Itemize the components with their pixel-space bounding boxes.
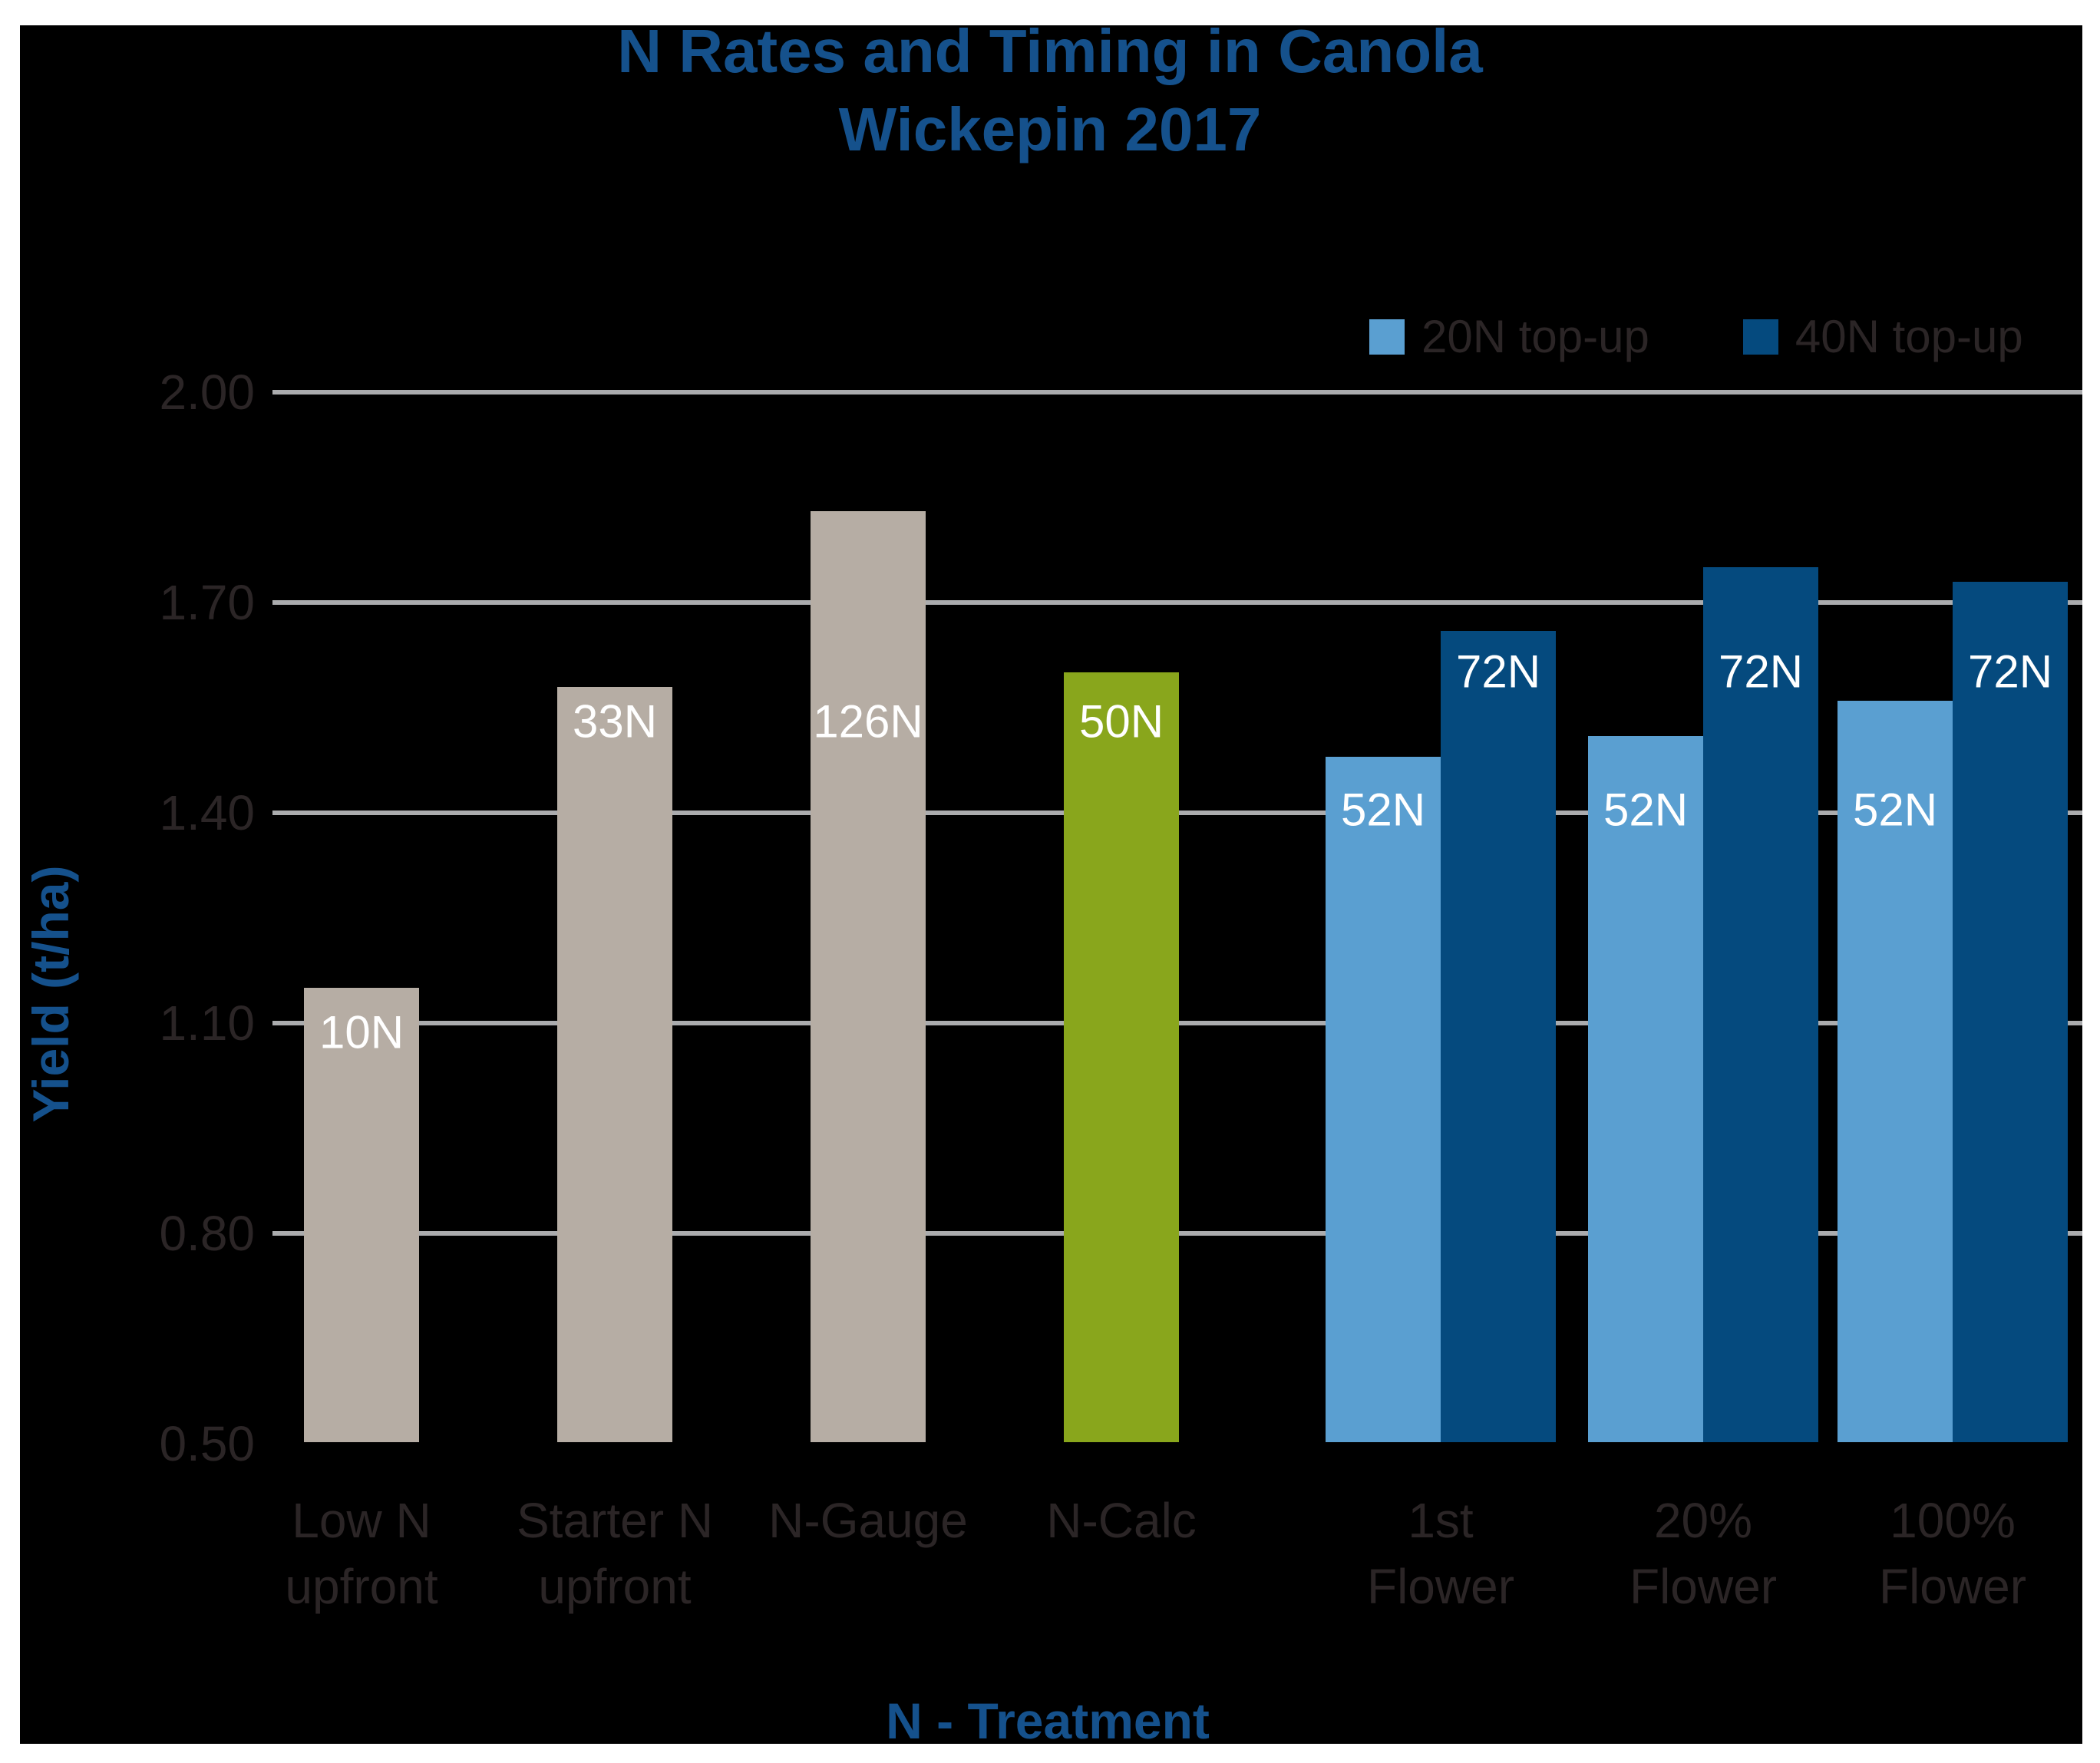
legend-item-1: 40N top-up bbox=[1742, 310, 2023, 363]
legend-label-1: 40N top-up bbox=[1795, 311, 2023, 362]
y-tick-label-1: 1.70 bbox=[159, 575, 255, 630]
gridline-2.00 bbox=[272, 390, 2082, 395]
bar-1st-flower-72N bbox=[1441, 631, 1556, 1442]
gridline-1.70 bbox=[272, 600, 2082, 605]
bar-value-label-72N: 72N bbox=[1967, 645, 2053, 698]
y-tick-label-2: 1.40 bbox=[159, 785, 255, 840]
chart-title: N Rates and Timing in Canola bbox=[617, 17, 1483, 85]
bar-20%-flower-72N bbox=[1703, 567, 1818, 1442]
category-label-line: 20% bbox=[1653, 1493, 1753, 1548]
bar-20%-flower-52N bbox=[1588, 736, 1703, 1442]
bar-value-label-72N: 72N bbox=[1455, 645, 1541, 698]
y-tick-label-5: 0.50 bbox=[159, 1416, 255, 1471]
category-label-0: Low N upfront bbox=[200, 1487, 523, 1619]
category-label-5: 20% Flower bbox=[1542, 1487, 1864, 1619]
bar-value-label-10N: 10N bbox=[319, 1006, 404, 1058]
category-label-line: upfront bbox=[285, 1559, 438, 1614]
bar-value-label-72N: 72N bbox=[1718, 645, 1804, 698]
category-label-3: N-Calc bbox=[960, 1487, 1283, 1553]
bar-n-gauge-126N bbox=[811, 511, 926, 1442]
category-label-2: N-Gauge bbox=[707, 1487, 1029, 1553]
category-label-4: 1st Flower bbox=[1279, 1487, 1602, 1619]
legend: 20N top-up 40N top-up bbox=[1369, 310, 2023, 363]
y-axis-title: Yield (t/ha) bbox=[22, 865, 79, 1123]
category-label-line: 100% bbox=[1890, 1493, 2016, 1548]
category-label-line: Starter N bbox=[516, 1493, 714, 1548]
legend-item-0: 20N top-up bbox=[1369, 310, 1649, 363]
category-label-6: 100% Flower bbox=[1791, 1487, 2100, 1619]
bar-100%-flower-52N bbox=[1838, 701, 1953, 1442]
y-tick-label-4: 0.80 bbox=[159, 1206, 255, 1261]
legend-swatch-1 bbox=[1742, 319, 1778, 355]
chart-subtitle: Wickepin 2017 bbox=[838, 95, 1262, 163]
bar-starter n-upfront-33N bbox=[557, 687, 672, 1442]
bar-value-label-50N: 50N bbox=[1078, 695, 1164, 748]
bar-low n-upfront-10N bbox=[304, 988, 419, 1442]
bar-1st-flower-52N bbox=[1326, 757, 1441, 1442]
y-tick-label-3: 1.10 bbox=[159, 995, 255, 1051]
category-label-line: N-Gauge bbox=[768, 1493, 968, 1548]
category-label-line: Flower bbox=[1629, 1559, 1778, 1614]
bar-value-label-52N: 52N bbox=[1852, 784, 1938, 836]
y-tick-label-0: 2.00 bbox=[159, 365, 255, 420]
bar-value-label-52N: 52N bbox=[1603, 784, 1689, 836]
category-label-line: upfront bbox=[538, 1559, 692, 1614]
bar-100%-flower-72N bbox=[1953, 582, 2068, 1442]
category-label-line: 1st bbox=[1408, 1493, 1474, 1548]
x-axis-title: N - Treatment bbox=[886, 1692, 1210, 1749]
bar-value-label-33N: 33N bbox=[572, 695, 658, 748]
legend-label-0: 20N top-up bbox=[1421, 311, 1649, 362]
category-label-line: N-Calc bbox=[1046, 1493, 1197, 1548]
category-label-line: Low N bbox=[292, 1493, 431, 1548]
category-label-1: Starter N upfront bbox=[454, 1487, 776, 1619]
bar-value-label-52N: 52N bbox=[1340, 784, 1426, 836]
chart-title-block: N Rates and Timing in Canola Wickepin 20… bbox=[0, 12, 2100, 169]
bar-n-calc-50N bbox=[1064, 672, 1179, 1442]
category-label-line: Flower bbox=[1366, 1559, 1515, 1614]
bar-value-label-126N: 126N bbox=[813, 695, 923, 748]
category-label-line: Flower bbox=[1878, 1559, 2027, 1614]
legend-swatch-0 bbox=[1369, 319, 1405, 355]
